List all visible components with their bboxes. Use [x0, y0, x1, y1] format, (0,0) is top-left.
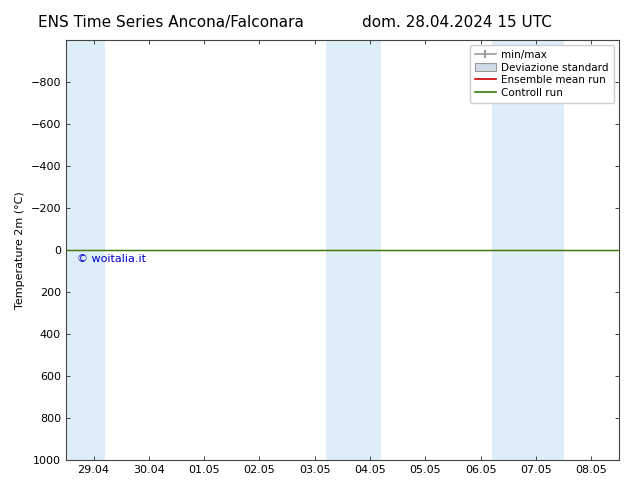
- Text: © woitalia.it: © woitalia.it: [77, 254, 146, 264]
- Legend: min/max, Deviazione standard, Ensemble mean run, Controll run: min/max, Deviazione standard, Ensemble m…: [470, 45, 614, 103]
- Bar: [326, 40, 381, 460]
- Text: ENS Time Series Ancona/Falconara: ENS Time Series Ancona/Falconara: [38, 15, 304, 30]
- Bar: [492, 40, 564, 460]
- Text: dom. 28.04.2024 15 UTC: dom. 28.04.2024 15 UTC: [361, 15, 552, 30]
- Y-axis label: Temperature 2m (°C): Temperature 2m (°C): [15, 191, 25, 309]
- Bar: [66, 40, 105, 460]
